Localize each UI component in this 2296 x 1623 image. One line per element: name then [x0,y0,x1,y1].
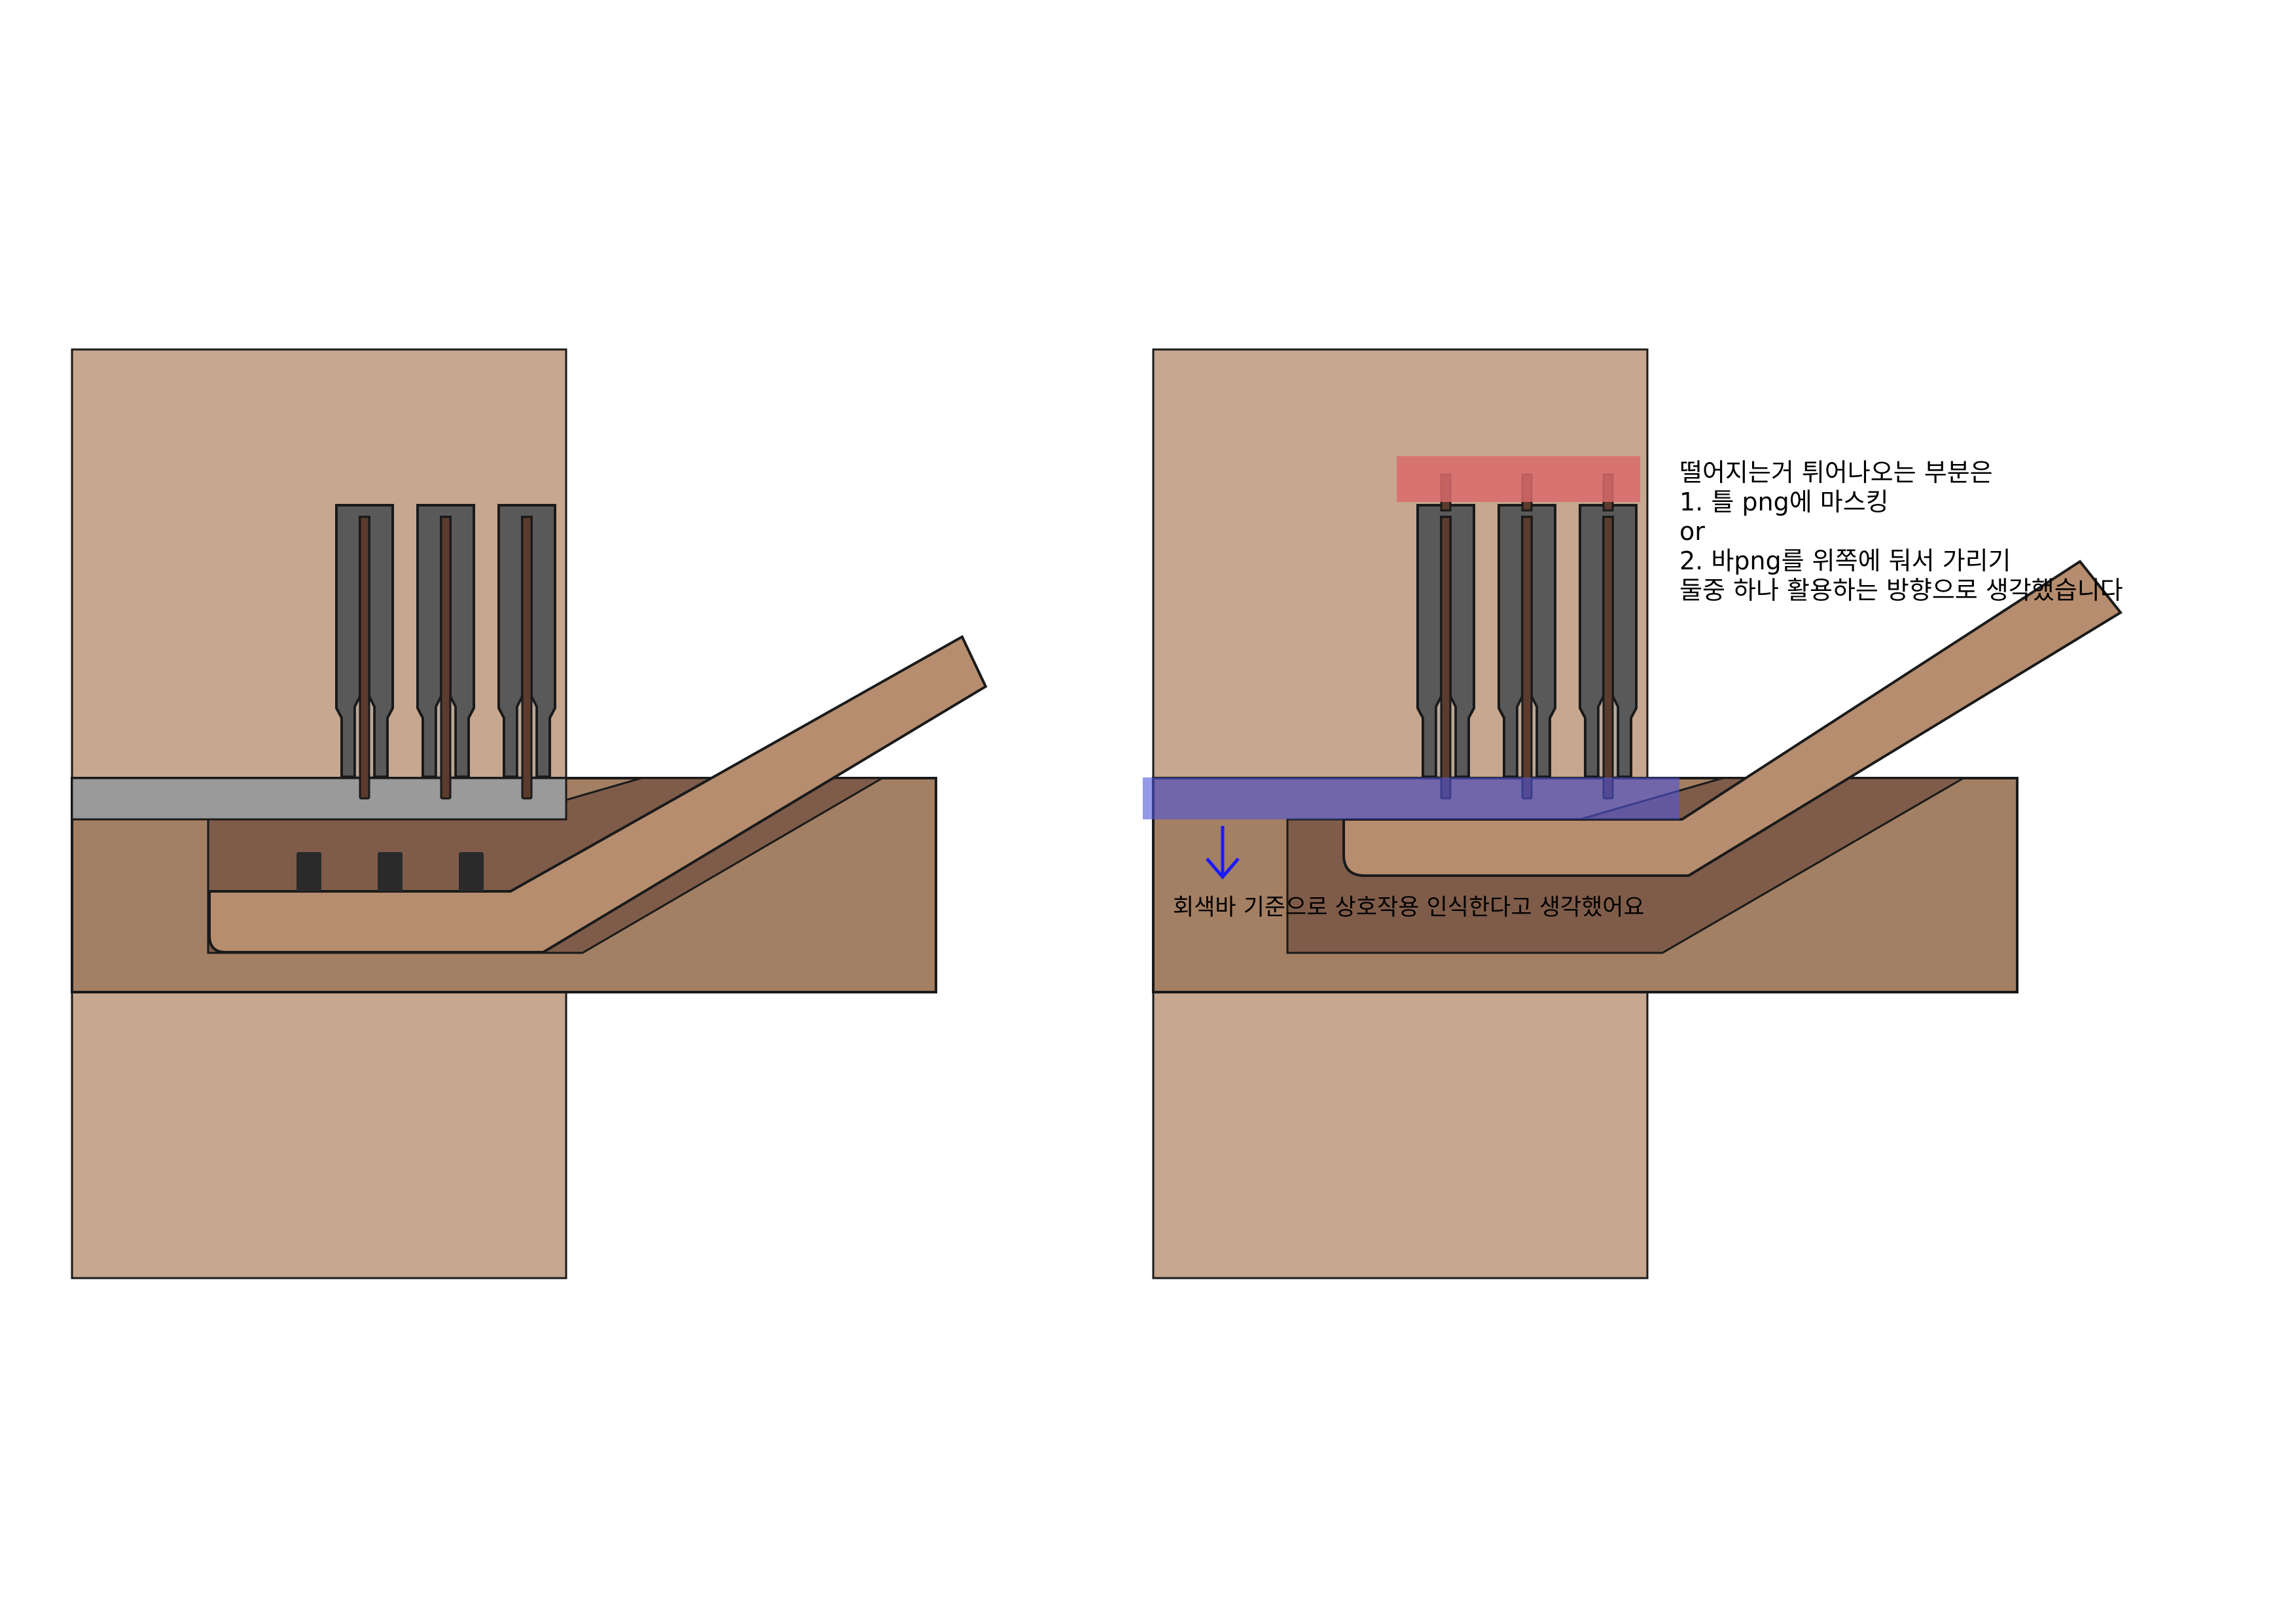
right-diagram [1143,348,2123,1279]
left-wall-upper [71,348,567,779]
right-ramp [1342,560,2123,877]
pin-assembly [1498,504,1556,800]
left-gray-bar [71,777,567,821]
post [459,852,484,891]
masking-note-line: 떨어지는거 튀어나오는 부분은 [1679,458,1993,487]
right-wall-upper [1152,348,1649,779]
pin-assembly [416,504,475,800]
interaction-note: 회색바 기준으로 상호작용 인식한다고 생각했어요 [1173,895,1645,921]
left-wall-lower [71,991,567,1279]
post [378,852,403,891]
left-ramp [208,635,988,954]
pin-assembly [335,504,394,800]
masking-note-line: 둘중 하나 활용하는 방향으로 생각했습니다 [1679,576,2123,605]
pin-assembly [497,504,556,800]
pin-assembly [1579,504,1638,800]
masking-note: 떨어지는거 튀어나오는 부분은 1. 틀 png에 마스킹 or 2. 바png… [1679,458,2123,605]
left-posts [296,852,484,891]
left-diagram [71,348,988,1279]
right-wall-lower [1152,991,1649,1279]
right-pins [1416,504,1638,800]
left-pins [335,504,556,800]
post [296,852,321,891]
masking-note-line: 2. 바png를 위쪽에 둬서 가리기 [1679,546,2011,575]
pin-assembly [1416,504,1475,800]
mask-highlight [1397,456,1640,502]
arrow-down-icon [1206,826,1240,880]
masking-note-line: or [1679,517,1705,546]
gray-bar-highlight [1143,777,1679,819]
masking-note-line: 1. 틀 png에 마스킹 [1679,488,1889,516]
